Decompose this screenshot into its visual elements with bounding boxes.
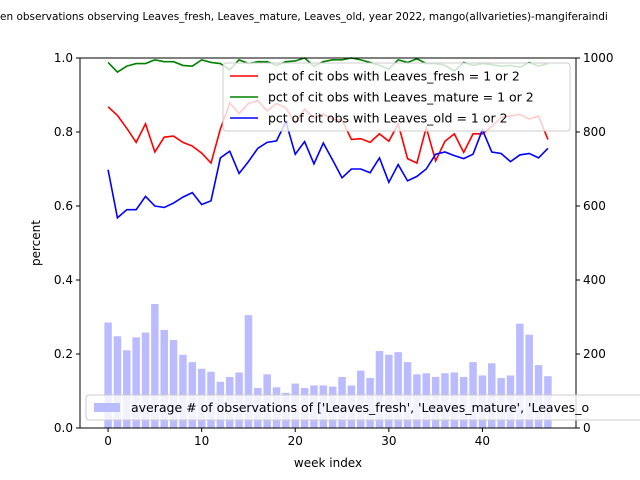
x-axis-label: week index bbox=[294, 456, 362, 470]
y-tick-label-1: 1.0 bbox=[54, 51, 73, 65]
y-tick-label-0.6: 0.6 bbox=[54, 199, 73, 213]
y-axis-left: 0.0 0.2 0.4 0.6 0.8 1.0 bbox=[54, 51, 80, 435]
x-tick-label-30: 30 bbox=[381, 434, 396, 448]
bar-legend-label: average # of observations of ['Leaves_fr… bbox=[131, 400, 589, 415]
bar-week-4 bbox=[141, 332, 150, 428]
bar-week-3 bbox=[132, 337, 140, 428]
bar-legend-swatch bbox=[94, 403, 120, 412]
line-legend-box bbox=[222, 62, 571, 132]
legend-label-1: pct of cit obs with Leaves_fresh = 1 or … bbox=[268, 69, 520, 84]
bar-week-2 bbox=[123, 350, 131, 428]
y2-tick-label-0: 0 bbox=[583, 421, 591, 435]
y2-tick-label-600: 600 bbox=[583, 199, 606, 213]
line-legend: pct of cit obs with Leaves_fresh = 1 or … bbox=[222, 62, 571, 132]
x-tick-label-10: 10 bbox=[194, 434, 209, 448]
y-axis-label: percent bbox=[29, 220, 43, 266]
bar-week-31 bbox=[394, 352, 402, 428]
chart-title: en observations observing Leaves_fresh, … bbox=[0, 11, 608, 23]
y-tick-label-0.8: 0.8 bbox=[54, 125, 73, 139]
bar-week-45 bbox=[525, 334, 533, 428]
bar-week-29 bbox=[375, 351, 384, 428]
bar-legend-box bbox=[85, 394, 640, 421]
bar-week-15 bbox=[244, 315, 253, 428]
bar-week-6 bbox=[160, 329, 168, 428]
bar-week-44 bbox=[516, 323, 524, 428]
legend-label-2: pct of cit obs with Leaves_mature = 1 or… bbox=[268, 90, 534, 105]
plot-frame bbox=[79, 57, 577, 429]
bar-week-7 bbox=[169, 339, 178, 428]
y-tick-label-0.2: 0.2 bbox=[54, 347, 73, 361]
x-axis: 0 10 20 30 40 bbox=[104, 428, 490, 448]
bar-legend: average # of observations of ['Leaves_fr… bbox=[85, 394, 640, 421]
y2-tick-label-800: 800 bbox=[583, 125, 606, 139]
bar-week-30 bbox=[385, 354, 393, 428]
bar-week-1 bbox=[113, 336, 122, 428]
x-tick-label-20: 20 bbox=[288, 434, 303, 448]
y-axis-right: 0 200 400 600 800 1000 bbox=[576, 51, 614, 435]
x-tick-label-40: 40 bbox=[475, 434, 490, 448]
y2-tick-label-1000: 1000 bbox=[583, 51, 614, 65]
legend-label-3: pct of cit obs with Leaves_old = 1 or 2 bbox=[268, 111, 508, 126]
y-tick-label-0.4: 0.4 bbox=[54, 273, 73, 287]
series-line-3 bbox=[107, 119, 549, 220]
y2-tick-label-400: 400 bbox=[583, 273, 606, 287]
y-tick-label-0: 0.0 bbox=[54, 421, 73, 435]
bar-week-8 bbox=[179, 354, 187, 428]
y2-tick-label-200: 200 bbox=[583, 347, 606, 361]
x-tick-label-0: 0 bbox=[104, 434, 112, 448]
bar-week-5 bbox=[151, 304, 159, 428]
bar-week-0 bbox=[104, 322, 112, 428]
